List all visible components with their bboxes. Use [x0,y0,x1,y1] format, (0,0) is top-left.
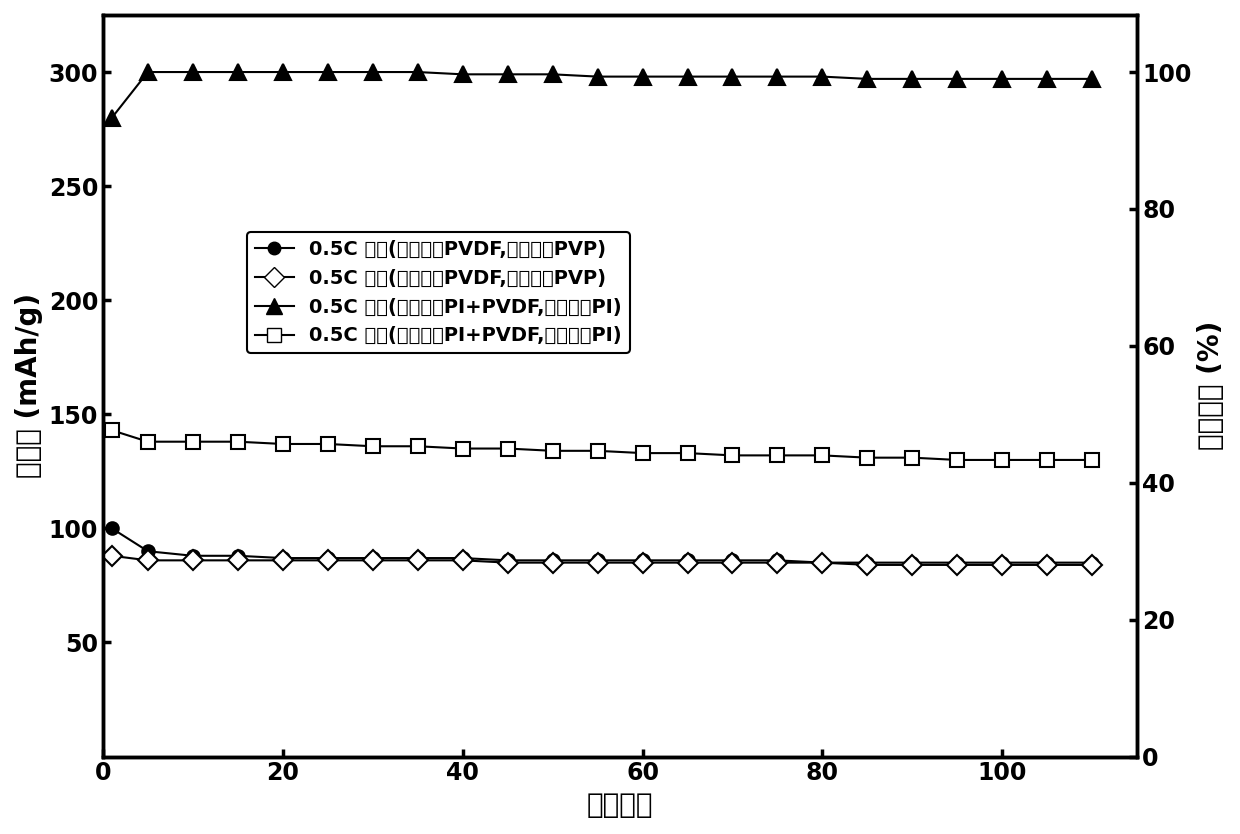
Legend: 0.5C 充电(粘结剂：PVDF,稳定剂：PVP), 0.5C 放电(粘结剂：PVDF,稳定剂：PVP), 0.5C 充电(粘结剂：PI+PVDF,稳定剂：PI: 0.5C 充电(粘结剂：PVDF,稳定剂：PVP), 0.5C 放电(粘结剂：P… [247,233,630,353]
X-axis label: 循环次数: 循环次数 [587,791,653,819]
Y-axis label: 比容量 (mAh/g): 比容量 (mAh/g) [15,294,43,479]
Y-axis label: 库伦效率 (%): 库伦效率 (%) [1197,321,1225,450]
